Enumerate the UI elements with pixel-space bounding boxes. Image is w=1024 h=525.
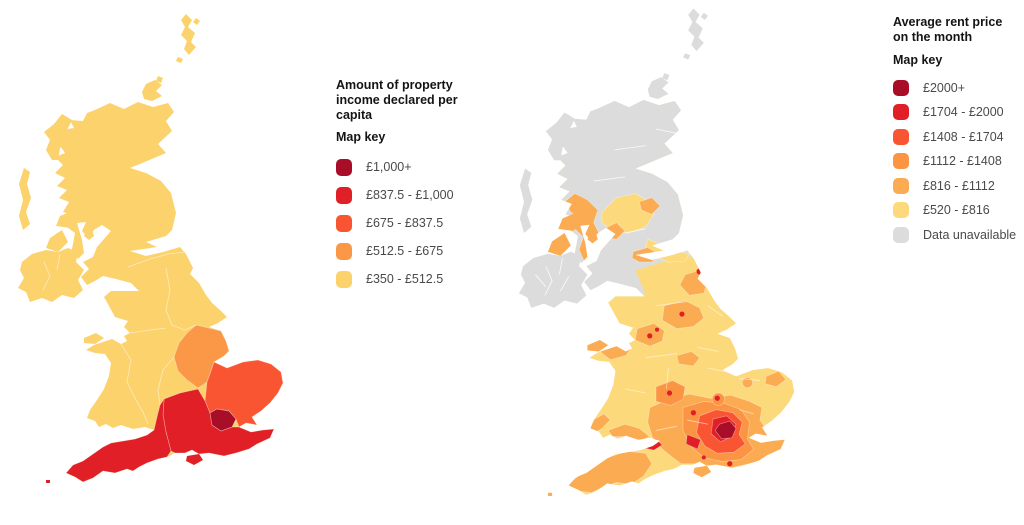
- legend-swatch-icon: [336, 242, 352, 260]
- region-london: [209, 408, 237, 432]
- region-south-west: [65, 397, 172, 482]
- region-northern-ireland: [18, 248, 84, 302]
- legend-item-label: £520 - £816: [923, 203, 990, 218]
- legend-item: £520 - £816: [893, 198, 1024, 223]
- legend-item-label: £1112 - £1408: [923, 154, 1002, 169]
- legend-swatch-icon: [336, 158, 352, 176]
- legend-item: £816 - £1112: [893, 174, 1024, 199]
- legend-item-label: £1,000+: [366, 160, 412, 175]
- ni-borders: [42, 253, 61, 291]
- legend-swatch-icon: [893, 128, 909, 145]
- legend-swatch-icon: [893, 202, 909, 219]
- legend-swatch-icon: [893, 79, 909, 96]
- region-south-east: [162, 388, 275, 457]
- legend-average-rent: Average rent price on the month Map key …: [893, 15, 1024, 247]
- region-borders: [120, 251, 197, 425]
- legend-item: £2000+: [893, 76, 1024, 101]
- legend-item: £1,000+: [336, 153, 476, 181]
- ni-borders-right: [535, 257, 570, 296]
- region-central-london: [714, 420, 737, 440]
- legend-title-right: Average rent price on the month: [893, 15, 1003, 44]
- legend-title-left: Amount of property income declared per c…: [336, 78, 458, 122]
- legend-swatch-icon: [893, 226, 909, 243]
- legend-item: £1704 - £2000: [893, 100, 1024, 125]
- legend-item-label: £1408 - £1704: [923, 129, 1004, 144]
- legend-swatch-icon: [893, 177, 909, 194]
- legend-item: £350 - £512.5: [336, 265, 476, 293]
- legend-item: £837.5 - £1,000: [336, 181, 476, 209]
- legend-swatch-icon: [336, 214, 352, 232]
- legend-item: £1408 - £1704: [893, 125, 1024, 150]
- map-key-label-left: Map key: [336, 130, 386, 145]
- legend-item: Data unavailable: [893, 223, 1024, 248]
- legend-item-label: £512.5 - £675: [366, 244, 444, 259]
- uk-map-property-income: [18, 14, 283, 483]
- legend-item-label: Data unavailable: [923, 227, 1017, 242]
- uk-map-average-rent: [518, 8, 795, 496]
- legend-item-label: £2000+: [923, 80, 966, 95]
- legend-item-label: £816 - £1112: [923, 178, 995, 193]
- legend-item: £675 - £837.5: [336, 209, 476, 237]
- map-key-label-right: Map key: [893, 52, 943, 67]
- legend-item-label: £350 - £512.5: [366, 272, 444, 287]
- legend-property-income: Amount of property income declared per c…: [336, 78, 476, 293]
- legend-swatch-icon: [893, 153, 909, 170]
- legend-item-label: £675 - £837.5: [366, 216, 444, 231]
- legend-swatch-icon: [893, 104, 909, 121]
- legend-swatch-icon: [336, 270, 352, 288]
- legend-swatch-icon: [336, 186, 352, 204]
- legend-item: £512.5 - £675: [336, 237, 476, 265]
- legend-item-label: £837.5 - £1,000: [366, 188, 454, 203]
- legend-item: £1112 - £1408: [893, 149, 1024, 174]
- legend-item-label: £1704 - £2000: [923, 105, 1004, 120]
